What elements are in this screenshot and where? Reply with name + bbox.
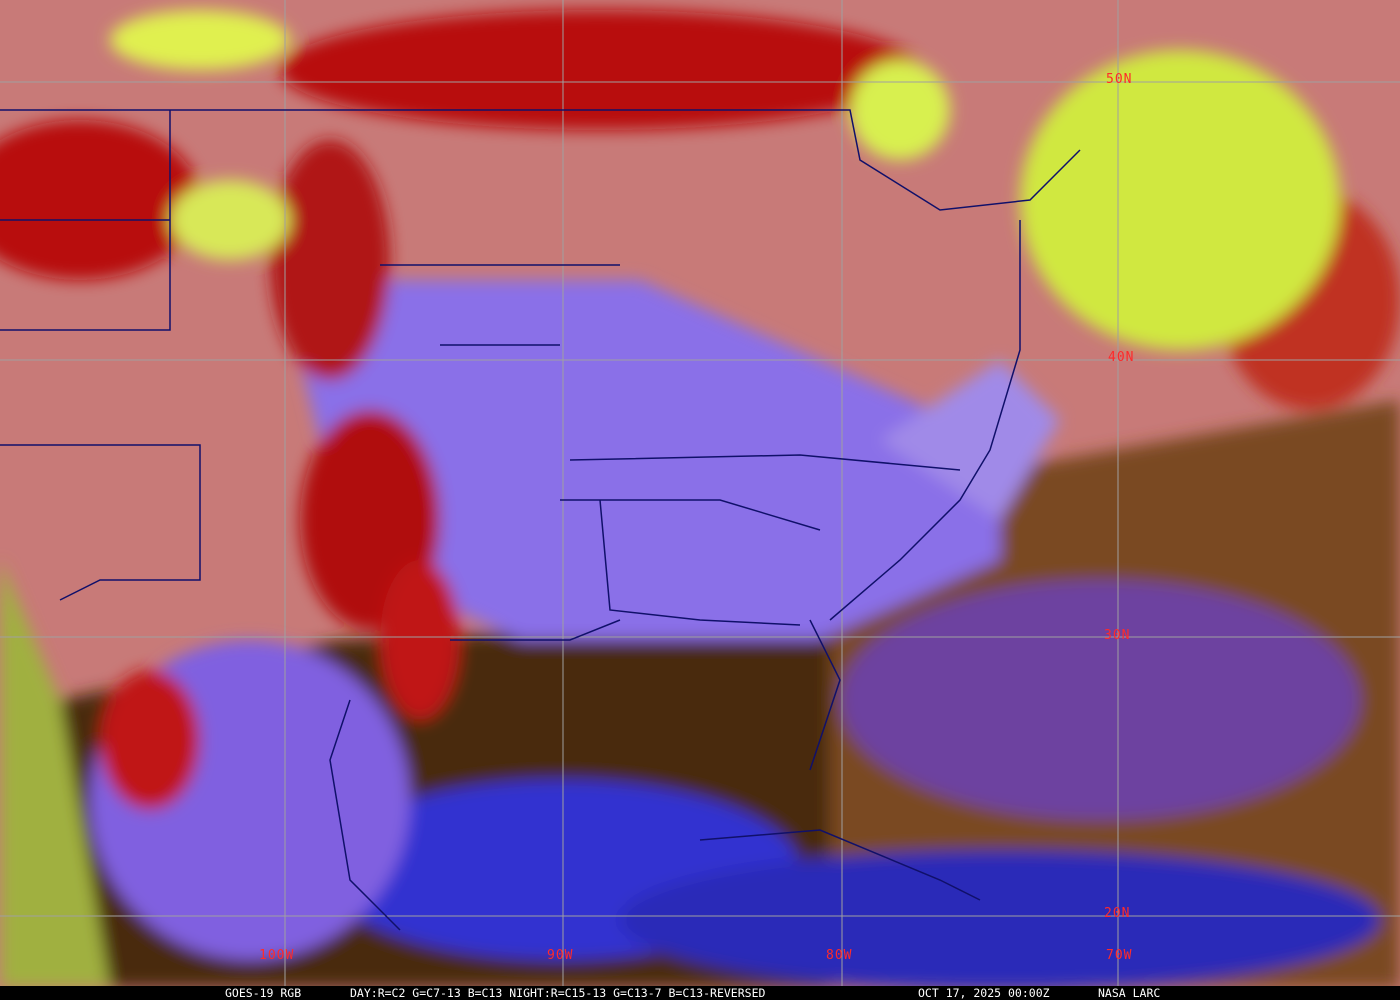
caption-bar: GOES-19 RGB DAY:R=C2 G=C7-13 B=C13 NIGHT… [0,986,1400,1000]
lon-label-80w: 80W [826,948,853,963]
lon-label-70w: 70W [1106,948,1133,963]
rgb-recipe: DAY:R=C2 G=C7-13 B=C13 NIGHT:R=C15-13 G=… [350,986,766,1000]
data-source: NASA LARC [1098,986,1161,1000]
timestamp: OCT 17, 2025 00:00Z [918,986,1050,1000]
product-name: GOES-19 RGB [225,986,302,1000]
cloud-fields [0,10,1400,988]
lat-label-50n: 50N [1106,72,1133,87]
lat-label-20n: 20N [1104,906,1131,921]
lon-label-100w: 100W [259,948,295,963]
lon-label-90w: 90W [547,948,574,963]
lat-label-40n: 40N [1108,350,1135,365]
lat-label-30n: 30N [1104,628,1131,643]
political-boundaries [0,109,1081,931]
